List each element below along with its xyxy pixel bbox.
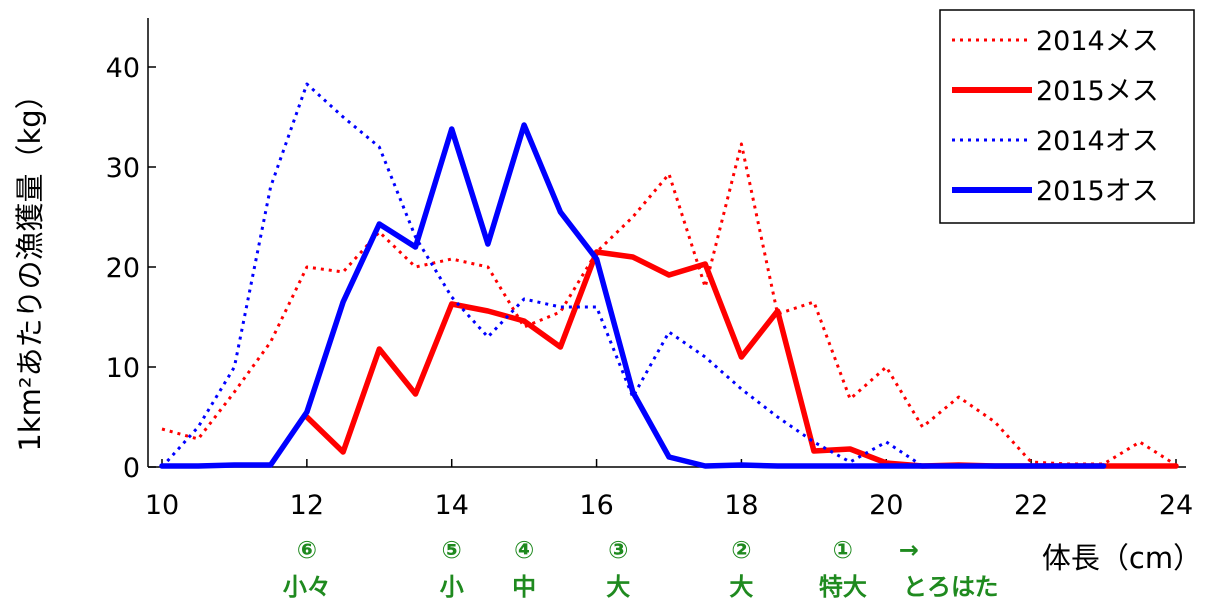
grade-mark: ① [833,536,853,564]
series-line-2014メス [161,142,1177,467]
grade-mark: ④ [514,536,534,564]
grade-name: 中 [512,573,536,601]
x-tick-label: 22 [1014,490,1048,521]
grade-name: 大 [606,573,630,601]
y-tick-label: 20 [106,253,140,284]
x-axis-title: 体長（cm） [1042,541,1202,575]
legend-label: 2014メス [1036,26,1159,57]
grade-mark: ⑤ [442,536,462,564]
x-tick-label: 14 [435,490,469,521]
x-tick-label: 16 [579,490,613,521]
grade-mark: → [899,536,919,564]
x-tick-label: 12 [290,490,324,521]
legend-label: 2015オス [1036,176,1159,207]
grade-name: 小々 [283,573,331,601]
y-axis-title-group: 1km²あたりの漁獲量（kg） [13,80,47,451]
x-tick-label: 10 [145,490,179,521]
series-layer [159,82,1179,469]
grade-name: 小 [440,573,464,601]
grade-mark: ⑥ [297,536,317,564]
x-tick-label: 20 [869,490,903,521]
series-line-2015メス [304,249,1179,469]
grade-mark: ② [731,536,751,564]
grade-name: とろはた [903,573,999,601]
y-tick-label: 0 [123,453,140,484]
grade-label-layer: ⑥ 小々 ⑤ 小 ④ 中 ③ 大 ② 大 ① 特大 → とろはた [283,536,999,601]
series-line-2014オス [160,82,959,469]
y-tick-label: 10 [106,353,140,384]
x-tick-label: 18 [724,490,758,521]
legend-label: 2015メス [1036,76,1159,107]
legend-label: 2014オス [1036,126,1159,157]
x-tick-label: 24 [1159,490,1193,521]
grade-mark: ③ [608,536,628,564]
legend: 2014メス 2015メス 2014オス 2015オス [939,9,1195,224]
grade-name: 大 [729,573,753,601]
y-tick-label: 40 [106,53,140,84]
y-axis-title: 1km²あたりの漁獲量（kg） [13,80,47,451]
grade-name: 特大 [819,573,867,601]
y-tick-label: 30 [106,153,140,184]
